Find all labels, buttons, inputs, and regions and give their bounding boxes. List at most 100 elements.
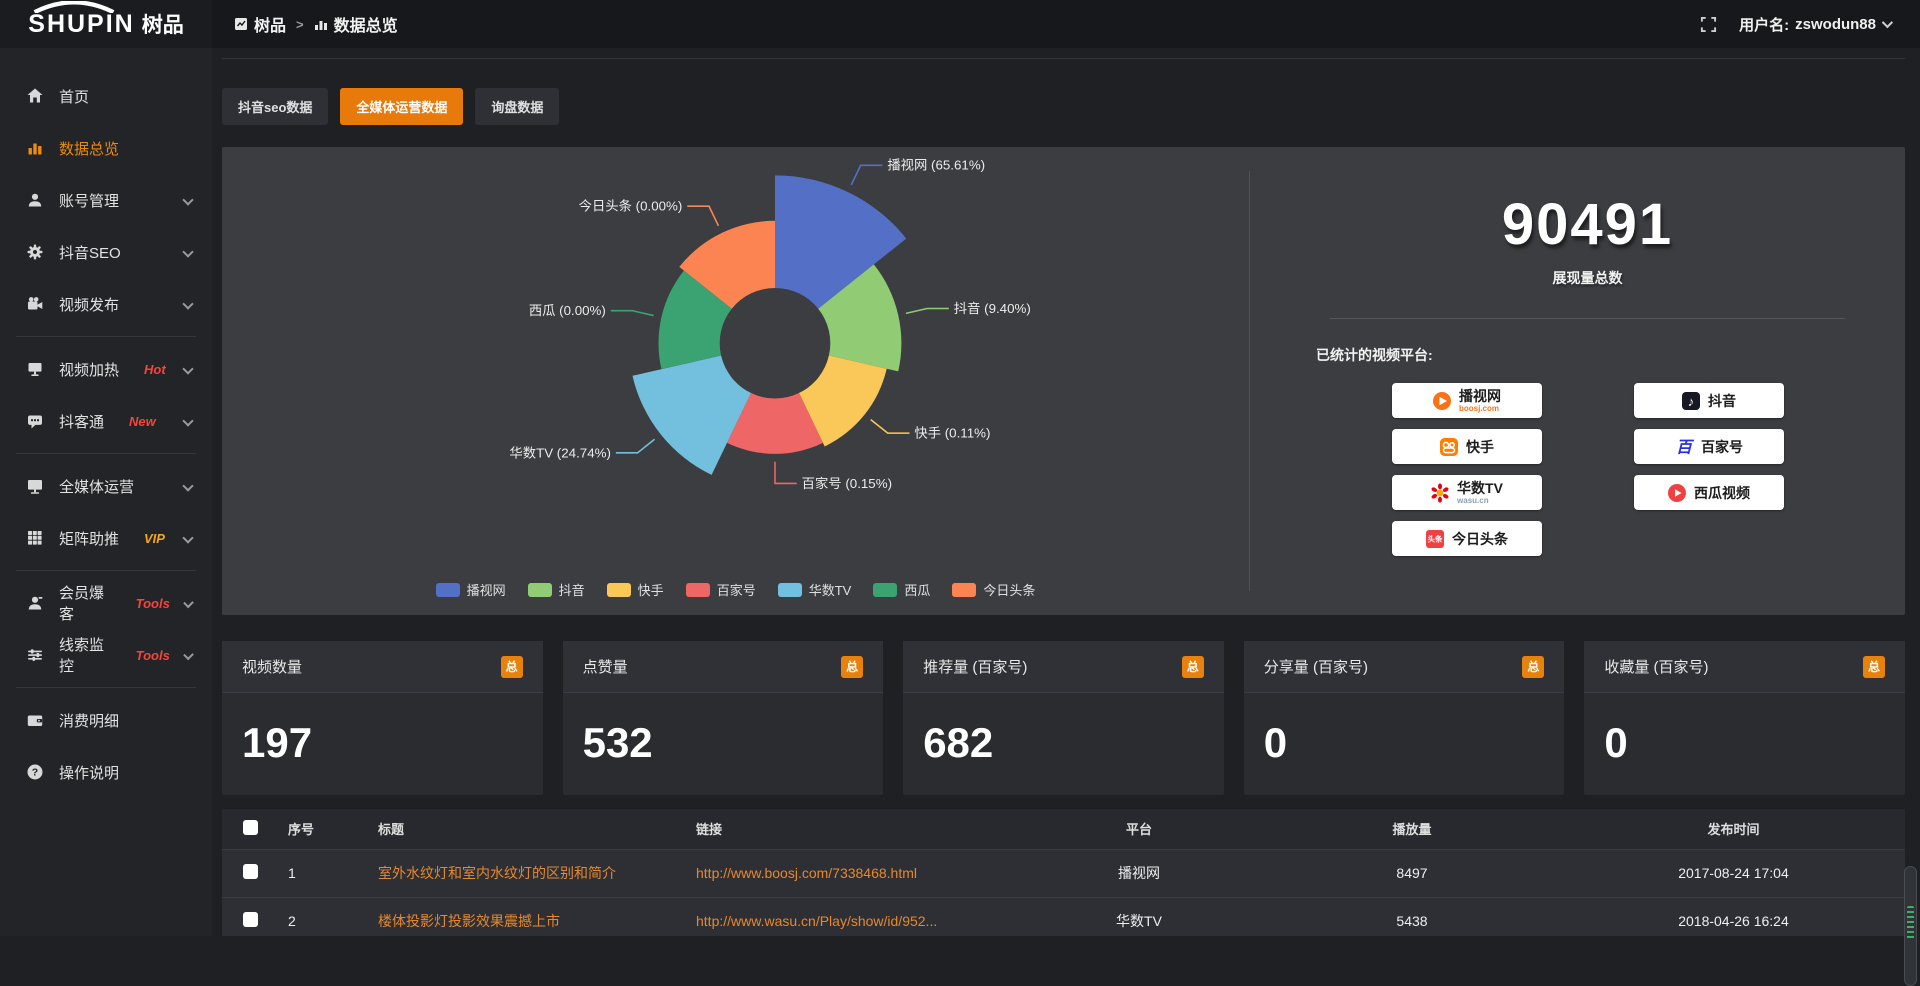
row-checkbox[interactable] <box>243 912 258 927</box>
tab-label: 询盘数据 <box>491 100 543 115</box>
column-header-标题: 标题 <box>368 809 686 849</box>
column-header-播放量: 播放量 <box>1262 809 1562 849</box>
sidebar-item-操作说明[interactable]: ?操作说明 <box>0 746 212 798</box>
total-badge: 总 <box>1863 656 1885 678</box>
legend-label: 快手 <box>638 580 664 599</box>
video-link[interactable]: http://www.wasu.cn/Play/show/id/952... <box>696 913 937 929</box>
summary-divider <box>1330 318 1845 319</box>
total-badge: 总 <box>1182 656 1204 678</box>
pie-label: 抖音 (9.40%) <box>954 300 1031 316</box>
pie-label-line <box>906 309 949 314</box>
sidebar-item-label: 抖音SEO <box>59 242 121 263</box>
monitor-icon <box>26 477 44 495</box>
sidebar-item-抖音SEO[interactable]: 抖音SEO <box>0 226 212 278</box>
scrollbar-thumb[interactable] <box>1904 866 1917 986</box>
legend-swatch <box>528 583 552 597</box>
legend-item-播视网[interactable]: 播视网 <box>436 580 506 599</box>
legend-item-抖音[interactable]: 抖音 <box>528 580 585 599</box>
sidebar-item-tag: New <box>129 414 156 429</box>
pie-label-line <box>851 165 882 185</box>
svg-text:百: 百 <box>1676 439 1694 456</box>
sidebar-item-首页[interactable]: 首页 <box>0 70 212 122</box>
platform-name: 抖音 <box>1708 394 1736 408</box>
tab-全媒体运营数据[interactable]: 全媒体运营数据 <box>340 88 463 125</box>
sidebar-item-消费明细[interactable]: 消费明细 <box>0 694 212 746</box>
select-all-checkbox[interactable] <box>243 820 258 835</box>
sidebar-item-全媒体运营[interactable]: 全媒体运营 <box>0 460 212 512</box>
legend-label: 西瓜 <box>904 580 930 599</box>
app-square-icon <box>234 17 248 31</box>
stat-card-title: 分享量 (百家号) <box>1264 656 1368 677</box>
row-checkbox[interactable] <box>243 864 258 879</box>
legend-item-今日头条[interactable]: 今日头条 <box>952 580 1035 599</box>
sidebar-item-tag: VIP <box>144 531 165 546</box>
platform-share-pie-chart: 播视网 (65.61%)抖音 (9.40%)快手 (0.11%)百家号 (0.1… <box>222 147 1249 577</box>
sidebar-divider <box>16 570 196 571</box>
heat-icon <box>26 360 44 378</box>
platform-name: 快手 <box>1466 440 1494 454</box>
sidebar-item-视频发布[interactable]: 视频发布 <box>0 278 212 330</box>
legend-item-华数TV[interactable]: 华数TV <box>778 580 852 599</box>
pie-slice-华数TV[interactable] <box>633 356 751 475</box>
sidebar-item-label: 视频发布 <box>59 294 119 315</box>
pie-label: 百家号 (0.15%) <box>802 475 892 491</box>
cell-title[interactable]: 室外水纹灯和室内水纹灯的区别和简介 <box>368 849 686 897</box>
chart-legend: 播视网 抖音 快手 百家号 华数TV 西瓜 今日头条 <box>222 580 1249 599</box>
total-badge: 总 <box>1522 656 1544 678</box>
breadcrumb: 树品 > 数据总览 <box>234 12 398 36</box>
platform-name: 西瓜视频 <box>1694 486 1750 500</box>
xigua-logo-icon <box>1667 483 1687 503</box>
sidebar-item-数据总览[interactable]: 数据总览 <box>0 122 212 174</box>
breadcrumb-root[interactable]: 树品 <box>234 12 286 36</box>
sidebar-item-tag: Hot <box>144 362 166 377</box>
chevron-down-icon <box>182 532 193 543</box>
legend-item-百家号[interactable]: 百家号 <box>686 580 756 599</box>
svg-text:♪: ♪ <box>1688 394 1695 409</box>
stat-card-value: 0 <box>1584 693 1905 767</box>
platform-badge-快手: 快手 <box>1392 429 1542 464</box>
legend-item-快手[interactable]: 快手 <box>607 580 664 599</box>
header-divider <box>222 58 1905 59</box>
svg-text:?: ? <box>32 767 38 779</box>
chevron-down-icon <box>182 246 193 257</box>
platform-badge-抖音: ♪ 抖音 <box>1634 383 1784 418</box>
pie-label-line <box>616 439 655 453</box>
tab-抖音seo数据[interactable]: 抖音seo数据 <box>222 88 328 125</box>
legend-swatch <box>436 583 460 597</box>
tab-label: 抖音seo数据 <box>238 100 312 115</box>
user-menu[interactable]: 用户名: zswodun88 <box>1739 14 1890 35</box>
video-link[interactable]: http://www.boosj.com/7338468.html <box>696 865 917 881</box>
logo-text-cn: 树品 <box>142 9 184 39</box>
stat-card-推荐量 (百家号): 推荐量 (百家号)总682 <box>903 641 1224 795</box>
svg-text:头条: 头条 <box>1428 533 1444 543</box>
stat-card-收藏量 (百家号): 收藏量 (百家号)总0 <box>1584 641 1905 795</box>
column-header-平台: 平台 <box>1016 809 1262 849</box>
legend-item-西瓜[interactable]: 西瓜 <box>873 580 930 599</box>
chevron-down-icon <box>183 598 194 609</box>
platform-sub: boosj.com <box>1459 405 1501 413</box>
cell-title[interactable]: 楼体投影灯投影效果震撼上市 <box>368 897 686 936</box>
sidebar-item-账号管理[interactable]: 账号管理 <box>0 174 212 226</box>
stat-card-value: 0 <box>1244 693 1565 767</box>
legend-label: 华数TV <box>809 580 852 599</box>
cell-plays: 8497 <box>1262 849 1562 897</box>
user-icon <box>26 191 44 209</box>
fullscreen-icon[interactable] <box>1700 16 1717 33</box>
logo-text: SHUPIN <box>28 10 134 39</box>
stat-card-title: 推荐量 (百家号) <box>923 656 1027 677</box>
question-icon: ? <box>26 763 44 781</box>
pie-label-line <box>611 311 654 316</box>
home-icon <box>26 87 44 105</box>
tab-询盘数据[interactable]: 询盘数据 <box>475 88 559 125</box>
cell-time: 2018-04-26 16:24 <box>1562 897 1905 936</box>
chart-icon <box>26 139 44 157</box>
